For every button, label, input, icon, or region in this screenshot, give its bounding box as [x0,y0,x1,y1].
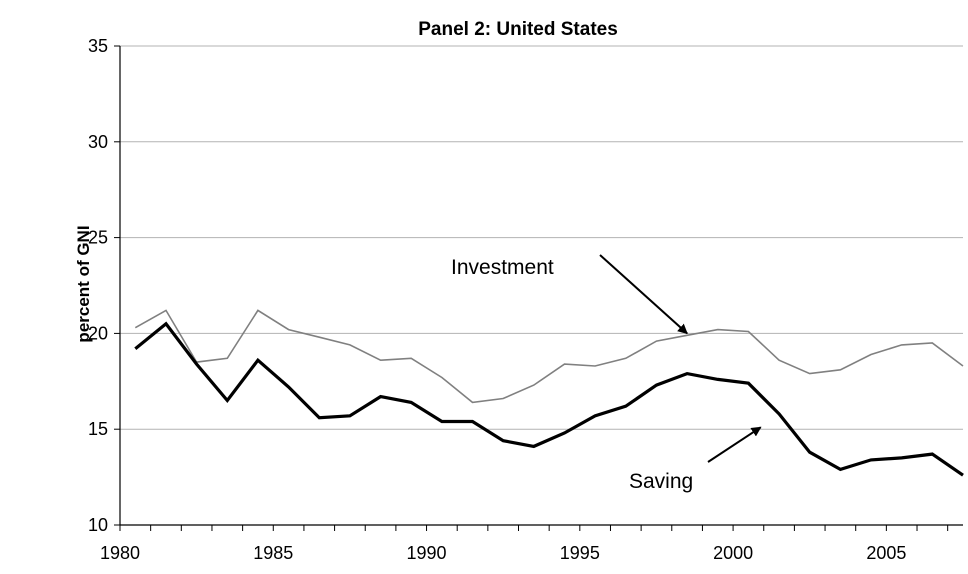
saving-annotation-label: Saving [629,470,693,493]
x-tick-label: 1985 [253,543,293,563]
saving-line [134,321,964,477]
x-tick-label: 1995 [560,543,600,563]
y-axis-label: percent of GNI [74,225,93,342]
y-tick-label: 30 [88,132,108,152]
y-tick-label: 25 [88,228,108,248]
investment-line [134,309,964,404]
chart-title: Panel 2: United States [418,19,618,40]
x-tick-label: 2000 [713,543,753,563]
y-tick-label: 15 [88,419,108,439]
saving-annotation-arrow [707,426,762,463]
y-tick-label: 10 [88,515,108,535]
investment-annotation-label: Investment [451,256,554,279]
axes [114,45,963,531]
annotations: Investment Saving [451,254,762,493]
tick-labels: 10 15 20 25 30 35 1980 1985 1990 1995 2000 2005 [88,36,906,563]
y-tick-label: 35 [88,36,108,56]
data-series [134,309,964,477]
y-tick-label: 20 [88,323,108,343]
gridlines [120,45,963,430]
x-tick-label: 1990 [407,543,447,563]
x-tick-label: 2005 [866,543,906,563]
x-tick-label: 1980 [100,543,140,563]
investment-annotation-arrow [599,254,688,335]
